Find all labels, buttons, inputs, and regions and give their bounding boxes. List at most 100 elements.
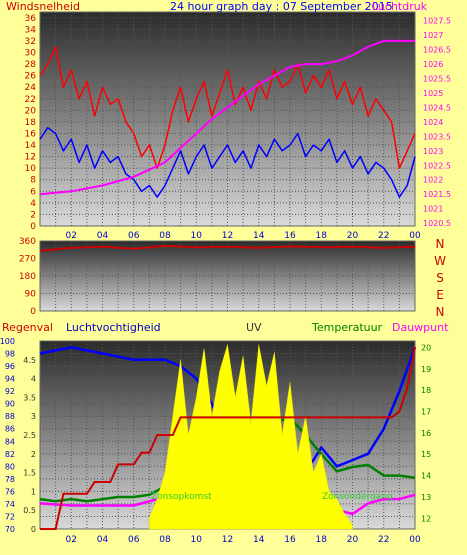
chart1-right-axis-label: Luchtdruk <box>372 0 428 13</box>
chart1-x-tick-12: 12 <box>222 231 233 241</box>
chart3-x-tick-00: 00 <box>409 535 421 545</box>
chart3-temp-tick-15: 15 <box>421 450 431 459</box>
chart1-left-tick-14: 14 <box>25 141 37 151</box>
chart3-humidity-tick-96: 96 <box>5 362 15 371</box>
chart1-right-tick-1026.5: 1026.5 <box>423 46 451 55</box>
chart1-x-tick-02: 02 <box>66 231 77 241</box>
chart2-series-0 <box>39 244 416 252</box>
chart1-left-tick-0: 0 <box>30 222 36 232</box>
chart3-humidity-tick-88: 88 <box>5 412 15 421</box>
chart1-left-tick-24: 24 <box>25 83 37 93</box>
chart2-left-tick-90: 90 <box>25 290 37 300</box>
chart3-temp-tick-20: 20 <box>421 343 431 352</box>
chart3-humidity-tick-84: 84 <box>5 437 15 446</box>
chart2-compass-0: N <box>436 237 445 251</box>
chart1-left-tick-36: 36 <box>25 14 37 24</box>
chart3-temp-tick-14: 14 <box>421 472 431 481</box>
chart3-temp-tick-12: 12 <box>421 514 431 523</box>
chart1-right-tick-1021: 1021 <box>423 205 443 214</box>
chart1-x-tick-22: 22 <box>378 231 389 241</box>
chart2-compass-1: W <box>434 254 446 268</box>
chart3-x-tick-12: 12 <box>222 535 233 545</box>
chart1-left-tick-8: 8 <box>30 176 36 186</box>
chart1-x-tick-16: 16 <box>284 231 296 241</box>
chart1-series-0 <box>39 45 416 169</box>
label-regenval: Regenval <box>2 321 53 334</box>
chart1-x-tick-00: 00 <box>409 231 421 241</box>
chart1-x-tick-08: 08 <box>159 231 171 241</box>
chart3-uv-tick-2.5: 2.5 <box>23 431 36 440</box>
chart1-right-tick-1026: 1026 <box>423 60 443 69</box>
chart3-x-tick-20: 20 <box>347 535 359 545</box>
chart1-right-tick-1025.5: 1025.5 <box>423 75 451 84</box>
chart3-uv-tick-2: 2 <box>31 450 36 459</box>
chart1-right-tick-1022.5: 1022.5 <box>423 161 451 170</box>
chart3-series-uv <box>149 344 353 530</box>
chart3-uv-tick-3: 3 <box>31 412 36 421</box>
chart3-x-tick-18: 18 <box>316 535 328 545</box>
chart2-compass-2: S <box>436 271 444 285</box>
chart1-left-tick-4: 4 <box>30 199 36 209</box>
chart1-right-tick-1024.5: 1024.5 <box>423 103 451 112</box>
label-uv: UV <box>246 321 262 334</box>
chart2-left-tick-270: 270 <box>19 255 36 265</box>
chart3-uv-tick-0: 0 <box>31 525 36 534</box>
chart3-uv-tick-3.5: 3.5 <box>23 393 36 402</box>
chart3-uv-tick-1.5: 1.5 <box>23 469 36 478</box>
chart1-right-tick-1027.5: 1027.5 <box>423 17 451 26</box>
chart1-title: 24 hour graph day : 07 September 2015 <box>170 0 393 13</box>
chart3-humidity-tick-74: 74 <box>5 500 15 509</box>
chart3-uv-tick-4.5: 4.5 <box>23 356 36 365</box>
chart3-humidity-tick-76: 76 <box>5 487 15 496</box>
chart1-left-tick-34: 34 <box>25 25 37 35</box>
chart3-humidity-tick-82: 82 <box>5 450 15 459</box>
chart3-humidity-tick-92: 92 <box>5 387 15 396</box>
chart1-x-tick-10: 10 <box>191 231 203 241</box>
chart3-uv-tick-0.5: 0.5 <box>23 506 36 515</box>
chart3-humidity-tick-98: 98 <box>5 350 15 359</box>
chart3-series-rain <box>40 346 416 530</box>
chart1-left-tick-12: 12 <box>25 153 36 163</box>
label-temperatuur: Temperatuur <box>312 321 383 334</box>
chart1-series-1 <box>39 126 416 198</box>
chart1-x-tick-14: 14 <box>253 231 265 241</box>
chart1-left-tick-22: 22 <box>25 95 36 105</box>
chart1-left-tick-2: 2 <box>30 210 36 220</box>
chart1-left-tick-20: 20 <box>25 106 37 116</box>
chart2-left-tick-360: 360 <box>19 237 36 247</box>
chart3-x-tick-16: 16 <box>284 535 296 545</box>
chart1-right-tick-1025: 1025 <box>423 89 443 98</box>
chart1-right-tick-1022: 1022 <box>423 176 443 185</box>
chart3-temp-tick-18: 18 <box>421 386 431 395</box>
chart1-right-tick-1027: 1027 <box>423 31 443 40</box>
chart3-x-tick-10: 10 <box>191 535 203 545</box>
chart3-humidity-tick-70: 70 <box>5 525 15 534</box>
chart1-right-tick-1023: 1023 <box>423 147 443 156</box>
chart3-temp-tick-19: 19 <box>421 365 431 374</box>
panel-wind-pressure <box>39 11 416 227</box>
label-luchtvochtigheid: Luchtvochtigheid <box>66 321 161 334</box>
label-dauwpunt: Dauwpunt <box>392 321 449 334</box>
chart1-x-tick-20: 20 <box>347 231 359 241</box>
chart1-x-tick-18: 18 <box>316 231 328 241</box>
annotation-zonsondergang: Zonsondergang <box>322 492 393 502</box>
chart1-x-tick-04: 04 <box>97 231 109 241</box>
chart3-x-tick-14: 14 <box>253 535 265 545</box>
chart3-x-tick-22: 22 <box>378 535 389 545</box>
chart1-left-tick-10: 10 <box>25 164 37 174</box>
chart1-x-tick-06: 06 <box>128 231 140 241</box>
chart1-left-tick-26: 26 <box>25 72 37 82</box>
chart1-left-tick-30: 30 <box>25 48 37 58</box>
chart2-left-tick-0: 0 <box>30 307 36 317</box>
chart3-temp-tick-16: 16 <box>421 429 431 438</box>
chart3-humidity-tick-100: 100 <box>0 337 15 346</box>
chart3-temp-tick-17: 17 <box>421 408 431 417</box>
chart3-humidity-tick-94: 94 <box>5 375 15 384</box>
chart3-humidity-tick-86: 86 <box>5 425 15 434</box>
chart1-left-tick-32: 32 <box>25 37 36 47</box>
chart3-humidity-tick-72: 72 <box>5 512 15 521</box>
chart1-left-tick-16: 16 <box>25 129 37 139</box>
chart3-uv-tick-4: 4 <box>31 375 36 384</box>
chart1-left-axis-label: Windsnelheid <box>6 0 80 13</box>
